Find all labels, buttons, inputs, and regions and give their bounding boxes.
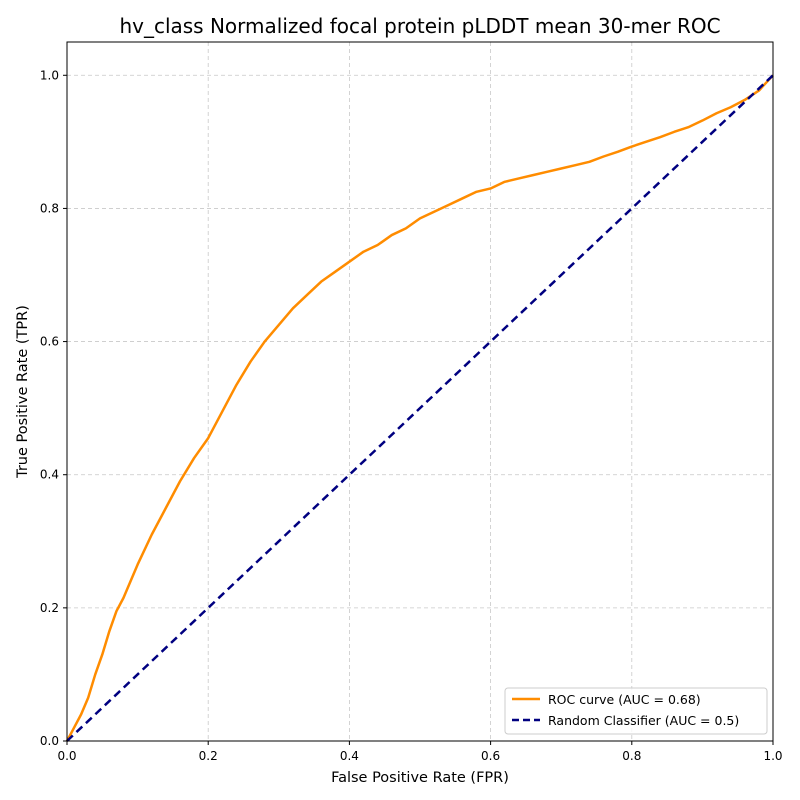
x-tick-label: 0.8 (622, 749, 641, 763)
x-tick-label: 0.4 (340, 749, 359, 763)
legend-box (504, 687, 768, 735)
y-tick-label: 1.0 (40, 68, 59, 82)
random-classifier-line (66, 74, 774, 742)
chart-title: hv_class Normalized focal protein pLDDT … (119, 14, 720, 38)
axis-ticks: 0.0 0.2 0.4 0.6 0.8 1.0 0.0 0.2 0.4 0.6 0.8 1.0 (40, 68, 783, 763)
legend-label-random: Random Classifier (AUC = 0.5) (548, 713, 739, 728)
plot-frame (66, 41, 774, 742)
legend-label-roc: ROC curve (AUC = 0.68) (548, 692, 701, 707)
x-tick-label: 0.2 (199, 749, 218, 763)
y-tick-label: 0.2 (40, 601, 59, 615)
grid-lines (67, 42, 773, 741)
y-tick-label: 0.6 (40, 335, 59, 349)
x-tick-label: 1.0 (763, 749, 782, 763)
x-tick-label: 0.0 (57, 749, 76, 763)
x-axis-label: False Positive Rate (FPR) (331, 770, 509, 786)
y-tick-label: 0.0 (40, 734, 59, 748)
y-tick-label: 0.4 (40, 468, 59, 482)
roc-curve-line (65, 74, 774, 742)
y-axis-label: True Positive Rate (TPR) (15, 305, 31, 479)
series-layer (65, 74, 774, 742)
x-tick-label: 0.6 (481, 749, 500, 763)
y-tick-label: 0.8 (40, 201, 59, 215)
legend: ROC curve (AUC = 0.68) Random Classifier… (504, 687, 768, 735)
